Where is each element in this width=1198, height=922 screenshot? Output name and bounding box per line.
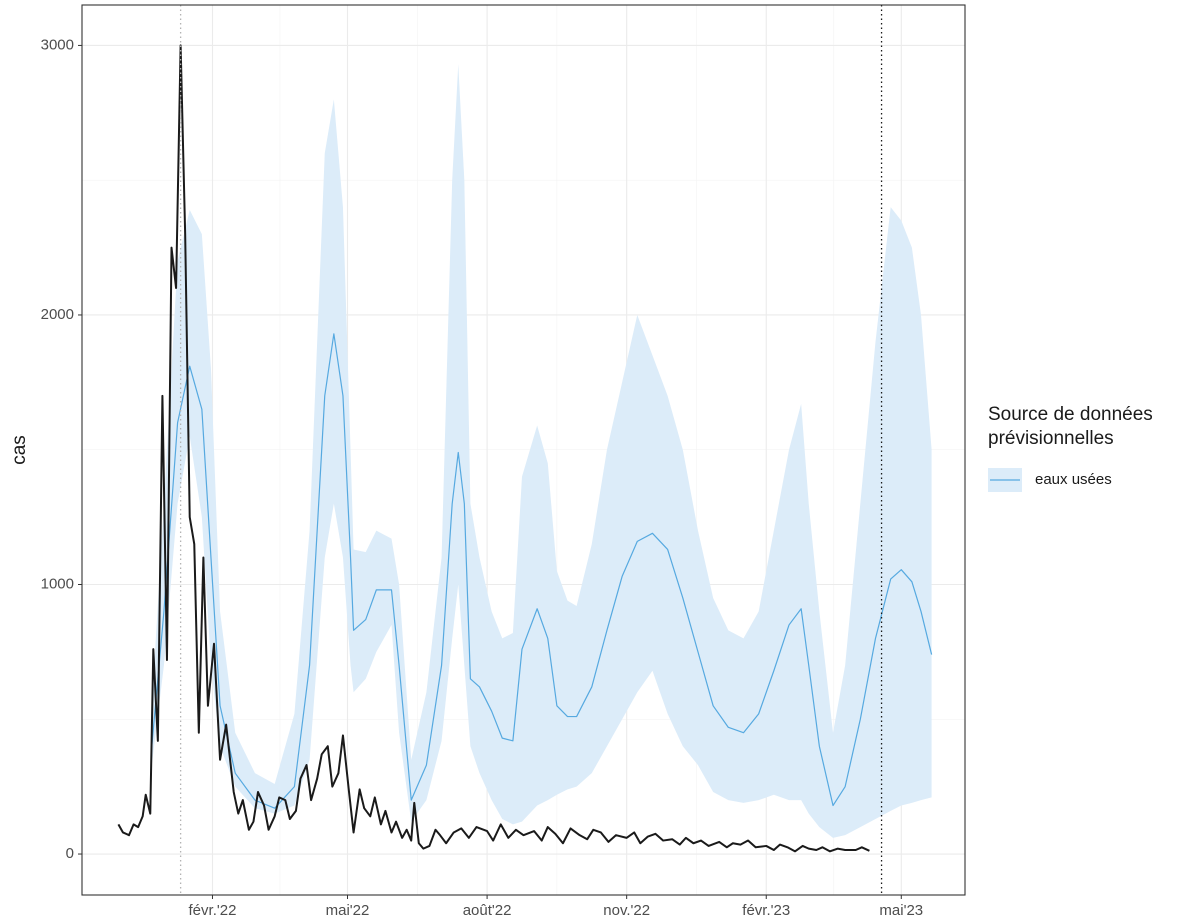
series-line [151,333,933,809]
x-tick-label: févr.'22 [189,902,237,919]
y-axis-label: cas [9,435,30,465]
x-tick-label: nov.'22 [603,902,650,919]
panel-border [81,4,966,896]
y-tick-label: 1000 [41,575,74,592]
y-tick-label: 0 [66,845,74,862]
series-line [117,44,870,853]
x-tick-label: mai'22 [326,902,370,919]
x-tick-label: mai'23 [879,902,923,919]
legend-title: Source de données prévisionnelles [988,404,1153,449]
legend-label: eaux usées [1035,471,1112,488]
x-tick-label: août'22 [463,902,512,919]
confidence-band [151,64,932,838]
x-tick-label: févr.'23 [742,902,790,919]
y-tick-label: 3000 [41,36,74,53]
y-tick-label: 2000 [41,306,74,323]
